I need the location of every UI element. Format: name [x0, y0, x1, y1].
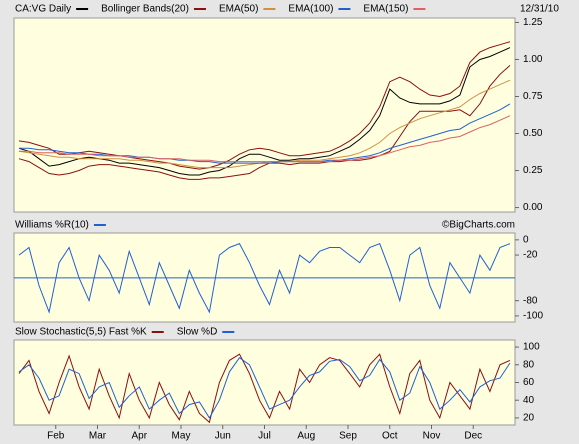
series-line	[18, 41, 511, 170]
y-tick-label: -100	[523, 311, 543, 322]
y-tick-label: 0.50	[523, 128, 543, 139]
legend-label: Bollinger Bands(20)	[101, 4, 189, 15]
x-tick-label: Oct	[382, 431, 398, 442]
y-tick-label: 0.00	[523, 202, 543, 213]
legend-label: Slow %D	[177, 327, 218, 338]
y-tick-label: 0.75	[523, 91, 543, 102]
plot-area	[13, 17, 516, 213]
y-tick-label: -20	[523, 250, 538, 261]
series-line	[19, 115, 511, 163]
y-tick-label: 20	[523, 413, 535, 424]
legend-label: EMA(50)	[219, 4, 258, 15]
legend-label: Williams %R(10)	[15, 220, 89, 231]
legend-label: CA:VG Daily	[15, 4, 71, 15]
y-tick-label: 1.25	[523, 17, 543, 28]
x-tick-label: Nov	[423, 431, 441, 442]
x-tick-label: Sep	[339, 431, 357, 442]
y-tick-label: 1.00	[523, 54, 543, 65]
series-line	[18, 65, 511, 180]
y-tick-label: 80	[523, 359, 535, 370]
date-label: 12/31/10	[520, 4, 559, 15]
x-tick-label: Jun	[215, 431, 231, 442]
legend-label: Slow Stochastic(5,5) Fast %K	[15, 327, 147, 338]
plot-area	[13, 339, 516, 426]
series-line	[18, 357, 511, 419]
series-line	[18, 242, 511, 314]
y-tick-label: -80	[523, 295, 538, 306]
x-tick-label: Dec	[464, 431, 482, 442]
y-tick-label: 40	[523, 395, 535, 406]
y-tick-label: 0.25	[523, 165, 543, 176]
x-tick-label: Jul	[258, 431, 271, 442]
y-tick-label: 0	[523, 234, 529, 245]
legend-label: EMA(100)	[288, 4, 333, 15]
x-tick-label: May	[172, 431, 191, 442]
x-tick-label: Apr	[131, 431, 147, 442]
y-tick-label: 100	[523, 342, 540, 353]
series-line	[18, 353, 511, 424]
x-tick-label: Aug	[297, 431, 315, 442]
series-line	[19, 103, 511, 164]
legend-label: EMA(150)	[363, 4, 408, 15]
y-tick-label: 60	[523, 377, 535, 388]
series-line	[18, 79, 511, 169]
x-tick-label: Mar	[89, 431, 107, 442]
watermark: ©BigCharts.com	[442, 220, 515, 231]
x-tick-label: Feb	[47, 431, 65, 442]
